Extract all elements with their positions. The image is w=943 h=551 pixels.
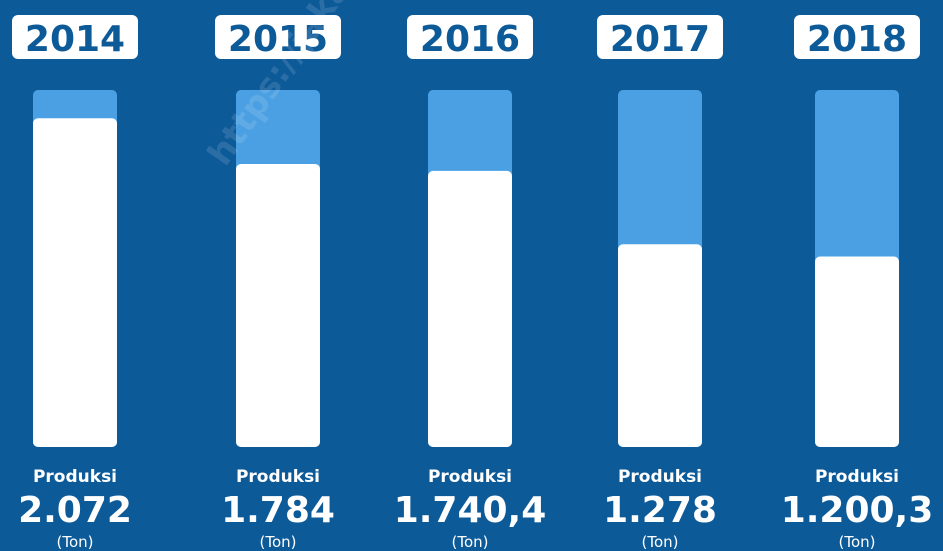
production-label-2015: Produksi — [236, 467, 320, 487]
year-badge-2017 — [597, 15, 723, 59]
production-label-2017: Produksi — [618, 467, 702, 487]
value-label-2016: 1.740,4 — [394, 490, 547, 531]
bar-2014 — [33, 118, 117, 447]
unit-label-2016: (Ton) — [451, 533, 488, 551]
year-badge-2018 — [794, 15, 920, 59]
value-label-2018: 1.200,3 — [781, 490, 934, 531]
year-label-2015: 2015 — [228, 19, 328, 60]
unit-label-2015: (Ton) — [259, 533, 296, 551]
year-label-2017: 2017 — [610, 19, 710, 60]
production-label-2016: Produksi — [428, 467, 512, 487]
unit-label-2017: (Ton) — [641, 533, 678, 551]
bar-2015 — [236, 163, 320, 447]
value-label-2014: 2.072 — [18, 490, 132, 531]
year-label-2018: 2018 — [807, 19, 907, 60]
bar-2016 — [428, 170, 512, 447]
year-label-2016: 2016 — [420, 19, 520, 60]
year-label-2014: 2014 — [25, 19, 125, 60]
value-label-2015: 1.784 — [221, 490, 335, 531]
value-label-2017: 1.278 — [603, 490, 717, 531]
bar-2018 — [815, 256, 899, 447]
year-badge-2015 — [215, 15, 341, 59]
production-label-2014: Produksi — [33, 467, 117, 487]
year-badge-2016 — [407, 15, 533, 59]
production-label-2018: Produksi — [815, 467, 899, 487]
unit-label-2014: (Ton) — [56, 533, 93, 551]
bar-2017 — [618, 244, 702, 447]
unit-label-2018: (Ton) — [838, 533, 875, 551]
year-badge-2014 — [12, 15, 138, 59]
